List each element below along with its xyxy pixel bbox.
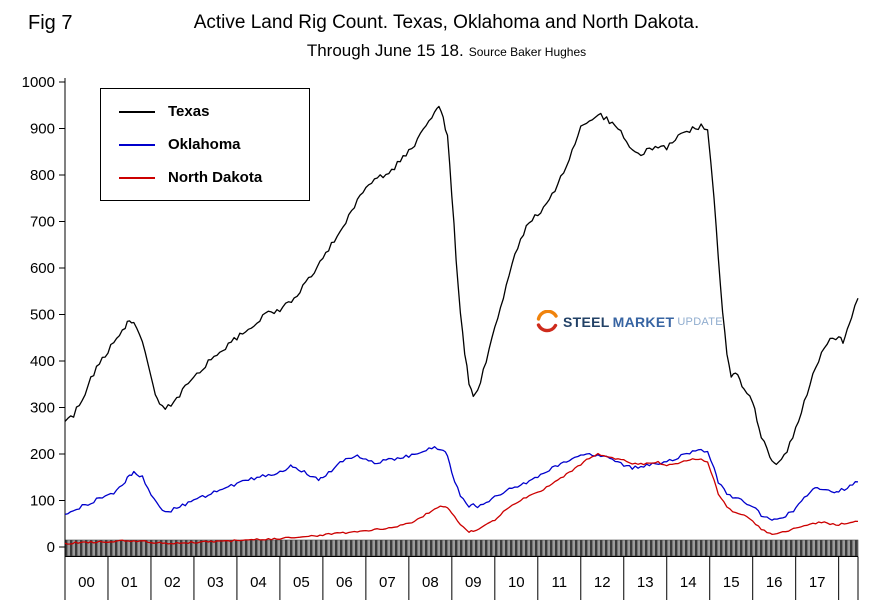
steel-market-update-watermark: STEEL MARKET UPDATE bbox=[535, 310, 723, 334]
y-tick-label: 200 bbox=[30, 446, 55, 463]
source-text: Source Baker Hughes bbox=[468, 45, 587, 59]
texas-line-swatch bbox=[119, 110, 155, 113]
north-dakota-line-swatch bbox=[119, 176, 155, 179]
x-tick-label: 17 bbox=[809, 574, 826, 591]
x-tick-label: 12 bbox=[594, 574, 611, 591]
x-tick-label: 04 bbox=[250, 574, 267, 591]
y-tick-label: 100 bbox=[30, 493, 55, 510]
chart-subtitle: Through June 15 18. Source Baker Hughes bbox=[0, 41, 893, 61]
x-tick-label: 15 bbox=[723, 574, 740, 591]
x-tick-label: 03 bbox=[207, 574, 224, 591]
y-tick-label: 500 bbox=[30, 307, 55, 324]
x-tick-label: 13 bbox=[637, 574, 654, 591]
x-tick-label: 01 bbox=[121, 574, 138, 591]
watermark-word-steel: STEEL bbox=[563, 314, 610, 330]
texas-series-line bbox=[64, 105, 859, 466]
x-tick-label: 16 bbox=[766, 574, 783, 591]
oklahoma-series-line bbox=[64, 446, 859, 521]
chart-plot: 0 100 200 300 400 500 600 700 800 900 1000 00 01 02 03… bbox=[22, 74, 859, 600]
x-tick-label: 06 bbox=[336, 574, 353, 591]
y-tick-label: 400 bbox=[30, 353, 55, 370]
y-tick-label: 300 bbox=[30, 400, 55, 417]
x-tick-label: 11 bbox=[551, 574, 567, 591]
north-dakota-series-line bbox=[64, 452, 859, 545]
oklahoma-line-swatch bbox=[119, 143, 155, 146]
y-tick-label: 700 bbox=[30, 214, 55, 231]
x-tick-label: 05 bbox=[293, 574, 310, 591]
y-tick-label: 900 bbox=[30, 121, 55, 138]
y-tick-label: 600 bbox=[30, 260, 55, 277]
legend-label-north-dakota: North Dakota bbox=[168, 169, 263, 186]
x-tick-label: 02 bbox=[164, 574, 181, 591]
x-tick-label: 10 bbox=[508, 574, 525, 591]
legend-item-oklahoma: Oklahoma bbox=[119, 136, 291, 153]
figure-number: Fig 7 bbox=[28, 12, 73, 34]
figure-header: Fig 7 Active Land Rig Count. Texas, Okla… bbox=[0, 0, 893, 72]
smu-logo-icon bbox=[536, 310, 558, 333]
y-axis: 0 100 200 300 400 500 600 700 800 900 1000 bbox=[22, 74, 66, 557]
x-tick-label: 14 bbox=[680, 574, 697, 591]
x-tick-label: 07 bbox=[379, 574, 396, 591]
legend-label-oklahoma: Oklahoma bbox=[168, 136, 241, 153]
x-axis: 00 01 02 03 04 05 06 07 08 09 10 11 12 13 14 15 16 17 bbox=[64, 556, 859, 600]
x-tick-label: 08 bbox=[422, 574, 439, 591]
legend-label-texas: Texas bbox=[168, 103, 210, 120]
legend-item-texas: Texas bbox=[119, 103, 291, 120]
watermark-word-update: UPDATE bbox=[677, 316, 723, 328]
watermark-word-market: MARKET bbox=[612, 314, 675, 330]
chart-title: Active Land Rig Count. Texas, Oklahoma a… bbox=[193, 12, 700, 33]
legend-item-north-dakota: North Dakota bbox=[119, 169, 291, 186]
y-tick-label: 800 bbox=[30, 167, 55, 184]
chart-area: 0 100 200 300 400 500 600 700 800 900 1000 00 01 02 03… bbox=[0, 72, 893, 608]
y-tick-label: 1000 bbox=[22, 74, 55, 91]
x-tick-label: 09 bbox=[465, 574, 482, 591]
subtitle-text: Through June 15 18. bbox=[306, 41, 464, 60]
x-tick-label: 00 bbox=[78, 574, 95, 591]
chart-legend: Texas Oklahoma North Dakota bbox=[100, 88, 310, 201]
y-tick-label: 0 bbox=[47, 539, 55, 556]
